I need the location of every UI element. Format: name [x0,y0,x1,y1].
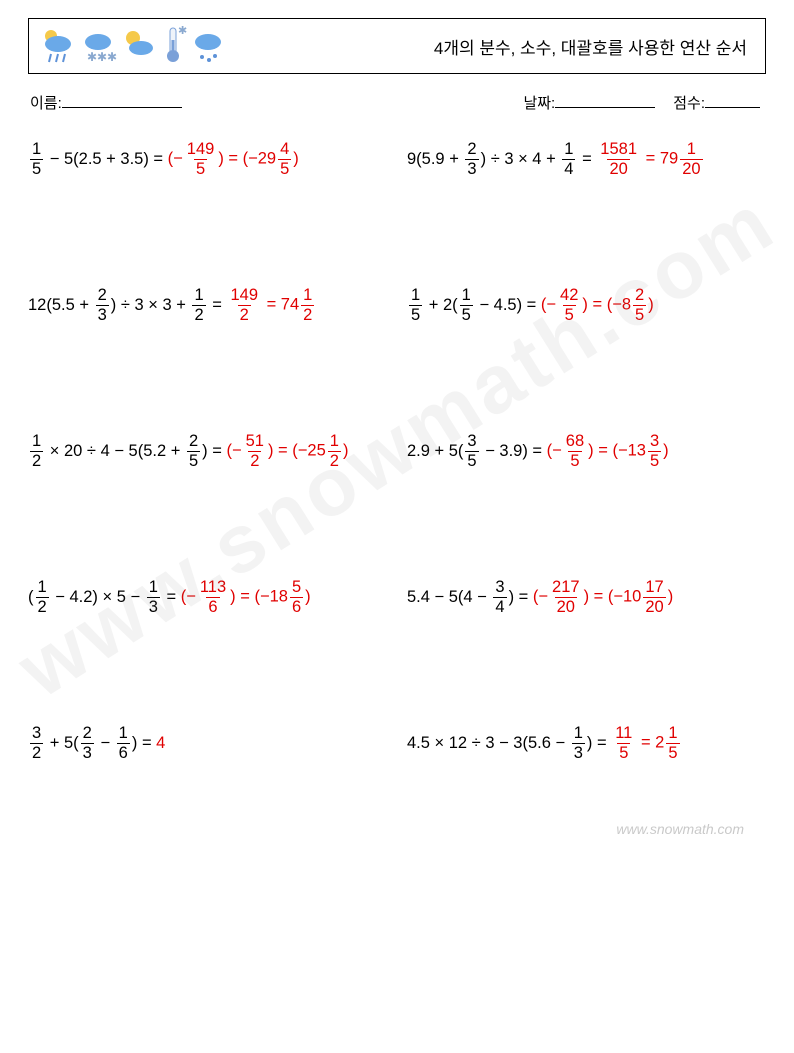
worksheet-title: 4개의 분수, 소수, 대괄호를 사용한 연산 순서 [434,34,747,59]
problem-6: 2.9 + 5(35 − 3.9) = (−685) = (−1335) [407,433,766,469]
problem-2: 9(5.9 + 23) ÷ 3 × 4 + 14 = 158120 = 7912… [407,141,766,177]
snow-cloud-icon: ✱ ✱ ✱ [79,26,117,66]
problem-9: 32 + 5(23 − 16) = 4 [28,725,387,761]
name-blank[interactable] [62,92,182,108]
sun-cloud-icon [119,26,157,66]
problem-5: 12 × 20 ÷ 4 − 5(5.2 + 25) = (−512) = (−2… [28,433,387,469]
problem-3: 12(5.5 + 23) ÷ 3 × 3 + 12 = 1492 = 7412 [28,287,387,323]
svg-text:✱: ✱ [178,25,187,37]
problem-7: (12 − 4.2) × 5 − 13 = (−1136) = (−1856) [28,579,387,615]
problem-1: 15 − 5(2.5 + 3.5) = (−1495) = (−2945) [28,141,387,177]
svg-text:✱: ✱ [87,50,97,64]
footer-url: www.snowmath.com [28,761,766,847]
date-label: 날짜: [523,92,555,113]
svg-text:✱: ✱ [107,50,117,64]
problem-8: 5.4 − 5(4 − 34) = (−21720) = (−101720) [407,579,766,615]
problems-grid: 15 − 5(2.5 + 3.5) = (−1495) = (−2945) 9(5… [28,141,766,761]
problem-4: 15 + 2(15 − 4.5) = (−425) = (−825) [407,287,766,323]
thermometer-icon: ✱ [159,24,187,68]
score-blank[interactable] [705,92,760,108]
meta-row: 이름: 날짜: 점수: [28,92,766,113]
name-label: 이름: [30,92,62,113]
weather-icons: ✱ ✱ ✱ ✱ [39,24,227,68]
worksheet-page: ✱ ✱ ✱ ✱ 4개의 분수, 소수, 대괄호를 사용한 연산 순서 [0,0,794,857]
rain-cloud-icon [39,26,77,66]
problem-10: 4.5 × 12 ÷ 3 − 3(5.6 − 13) = 115 = 215 [407,725,766,761]
drizzle-cloud-icon [189,26,227,66]
header-box: ✱ ✱ ✱ ✱ 4개의 분수, 소수, 대괄호를 사용한 연산 순서 [28,18,766,74]
score-label: 점수: [673,92,705,113]
svg-text:✱: ✱ [97,50,107,64]
date-blank[interactable] [555,92,655,108]
